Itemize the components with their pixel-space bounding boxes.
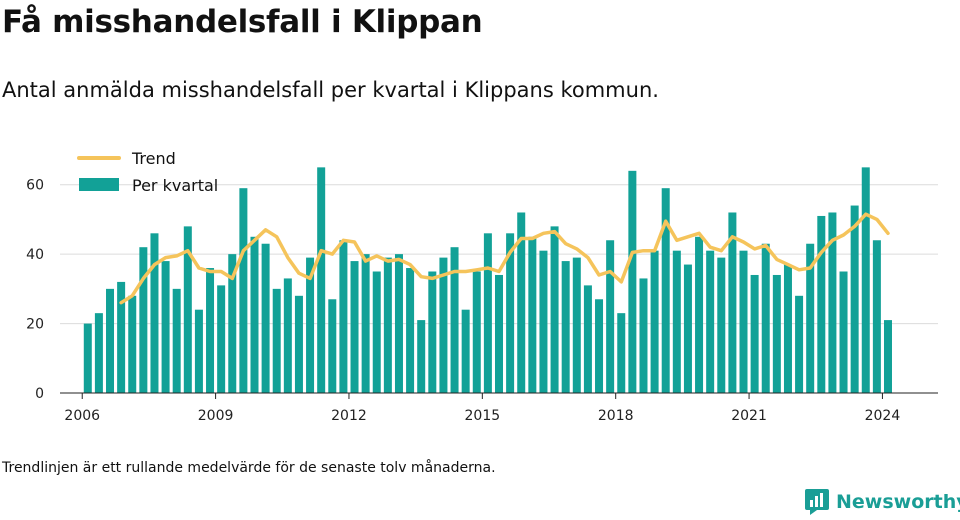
bar [528, 236, 537, 393]
bar [239, 188, 248, 393]
bar [139, 247, 148, 393]
bar [817, 215, 826, 393]
bar [739, 250, 748, 393]
bar [328, 299, 337, 393]
legend-bar-swatch [79, 178, 119, 191]
bar [439, 257, 448, 393]
bar [883, 320, 892, 393]
x-tick-label: 2009 [198, 408, 234, 424]
bar [539, 250, 548, 393]
x-tick-label: 2006 [64, 408, 100, 424]
x-tick-label: 2018 [598, 408, 634, 424]
trend-line [119, 212, 890, 305]
bar [406, 268, 415, 393]
bar [561, 261, 570, 393]
chart-subtitle: Antal anmälda misshandelsfall per kvarta… [2, 78, 659, 102]
bar [217, 285, 226, 393]
bar [872, 240, 881, 393]
bar [517, 212, 526, 393]
bar [350, 261, 359, 393]
bar [695, 236, 704, 393]
brand-name: Newsworthy [836, 491, 960, 513]
brand[interactable]: Newsworthy [804, 488, 960, 516]
bar [306, 257, 315, 393]
legend-trend-label: Trend [131, 149, 176, 168]
trend-series [119, 212, 890, 305]
x-tick-label: 2024 [865, 408, 901, 424]
bar [861, 167, 870, 393]
bar [272, 288, 281, 393]
bar [617, 313, 626, 393]
bar [372, 271, 381, 393]
bar [606, 240, 615, 393]
legend-bar-label: Per kvartal [132, 176, 218, 195]
chart-title: Få misshandelsfall i Klippan [2, 4, 483, 40]
bar [806, 243, 815, 393]
bar [183, 226, 192, 393]
bar [728, 212, 737, 393]
bar [661, 188, 670, 393]
bar [494, 274, 504, 393]
bar [761, 243, 770, 393]
bar [383, 257, 392, 393]
bar [783, 264, 792, 393]
chart-area: 0 20 40 60 2006 2009 2012 2015 2018 2021 2024 Tren… [26, 149, 938, 424]
bar [428, 271, 437, 393]
newsworthy-logo-icon [805, 489, 829, 515]
bar [772, 274, 781, 393]
bar [550, 226, 559, 393]
bar [639, 278, 648, 393]
bar [228, 254, 237, 393]
bar [117, 281, 126, 393]
legend: Trend Per kvartal [77, 149, 218, 195]
x-tick-label: 2015 [465, 408, 501, 424]
bar [828, 212, 837, 393]
bar [261, 243, 270, 393]
axes: 0 20 40 60 2006 2009 2012 2015 2018 2021 2024 [26, 178, 938, 424]
bar [750, 274, 759, 393]
footnote: Trendlinjen är ett rullande medelvärde f… [2, 460, 496, 476]
bar [128, 295, 137, 393]
bar [83, 323, 92, 393]
bar [706, 250, 715, 393]
bar [450, 247, 459, 393]
bar [506, 233, 515, 393]
bar [795, 295, 804, 393]
bar [628, 170, 637, 393]
bar [472, 271, 481, 393]
bar [650, 250, 659, 393]
bar [106, 288, 115, 393]
y-tick-label: 20 [26, 317, 44, 333]
bar [595, 299, 604, 393]
x-tick-label: 2021 [731, 408, 767, 424]
bar [339, 240, 348, 393]
bar [94, 313, 103, 393]
bar [839, 271, 848, 393]
bar [717, 257, 726, 393]
bar [206, 268, 215, 393]
bar [194, 309, 203, 393]
bar [461, 309, 470, 393]
bar [850, 205, 859, 393]
bar [172, 288, 181, 393]
bar [417, 320, 426, 393]
bar [483, 233, 492, 393]
bar [161, 261, 170, 393]
bar [572, 257, 581, 393]
bar [361, 254, 370, 393]
y-tick-label: 0 [35, 386, 44, 402]
y-tick-label: 40 [26, 247, 44, 263]
bar [317, 167, 326, 393]
x-tick-label: 2012 [331, 408, 367, 424]
bar [394, 254, 403, 393]
bar [683, 264, 692, 393]
bar [294, 295, 303, 393]
bar [150, 233, 159, 393]
bar [583, 285, 592, 393]
bar [250, 236, 259, 393]
bar-series [83, 167, 892, 393]
bar [672, 250, 681, 393]
y-tick-label: 60 [26, 178, 44, 194]
bar [283, 278, 292, 393]
